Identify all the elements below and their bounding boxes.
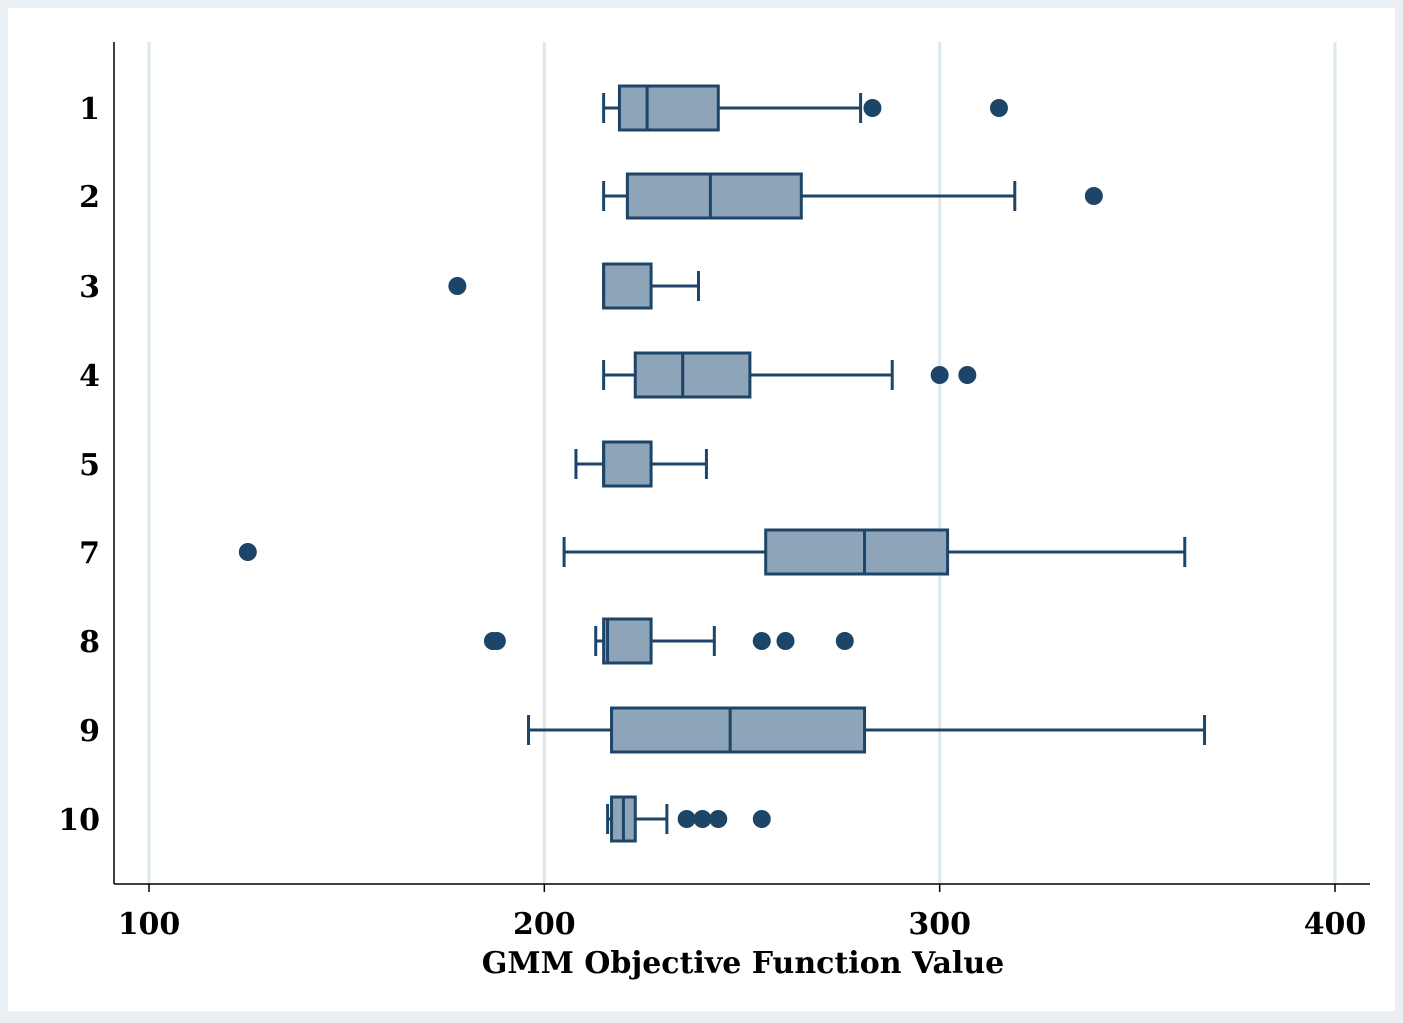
- tick-labels-layer: 100 200 300 400 1 2 3 4 5 7 8 9 10: [58, 92, 1366, 942]
- iqr-box: [602, 262, 653, 310]
- boxes-layer: [238, 84, 1207, 843]
- iqr-box: [633, 351, 752, 399]
- y-tick-label: 5: [79, 448, 100, 483]
- y-tick-label: 3: [79, 270, 100, 305]
- y-tick-label: 7: [79, 536, 100, 571]
- box-group: [238, 528, 1187, 576]
- y-tick-label: 2: [79, 180, 100, 215]
- outlier-point: [752, 632, 771, 650]
- outlier-point: [448, 277, 467, 295]
- box-group: [602, 172, 1103, 220]
- iqr-box: [625, 172, 803, 220]
- outlier-point: [238, 543, 257, 561]
- outlier-point: [752, 810, 771, 828]
- y-tick-label: 8: [79, 625, 100, 660]
- box-group: [527, 706, 1207, 754]
- iqr-box: [764, 528, 950, 576]
- y-tick-label: 1: [79, 92, 100, 127]
- box-group: [574, 440, 708, 488]
- iqr-box: [610, 706, 867, 754]
- box-group: [602, 351, 977, 399]
- x-tick-label: 200: [513, 907, 576, 942]
- outlier-point: [677, 810, 696, 828]
- outlier-point: [776, 632, 795, 650]
- outlier-point: [709, 810, 728, 828]
- y-tick-label: 10: [58, 803, 100, 838]
- outlier-point: [863, 99, 882, 117]
- y-tick-label: 4: [79, 359, 100, 394]
- x-tick-label: 400: [1304, 907, 1367, 942]
- iqr-box: [602, 440, 653, 488]
- box-group: [483, 617, 854, 665]
- x-axis-title: GMM Objective Function Value: [482, 946, 1004, 981]
- grid-lines: [147, 42, 1337, 884]
- outlier-point: [958, 366, 977, 384]
- y-tick-label: 9: [79, 714, 100, 749]
- outlier-point: [989, 99, 1008, 117]
- iqr-box: [602, 617, 653, 665]
- x-tick-label: 100: [118, 907, 181, 942]
- outlier-point: [1084, 187, 1103, 205]
- outlier-point: [487, 632, 506, 650]
- outlier-point: [930, 366, 949, 384]
- x-tick-label: 300: [908, 907, 971, 942]
- box-group: [602, 84, 1008, 132]
- box-group: [448, 262, 701, 310]
- box-group: [606, 795, 771, 843]
- outlier-point: [835, 632, 854, 650]
- outlier-point: [693, 810, 712, 828]
- plot-area: [114, 42, 1370, 884]
- iqr-box: [617, 84, 720, 132]
- axes-layer: [113, 42, 1370, 885]
